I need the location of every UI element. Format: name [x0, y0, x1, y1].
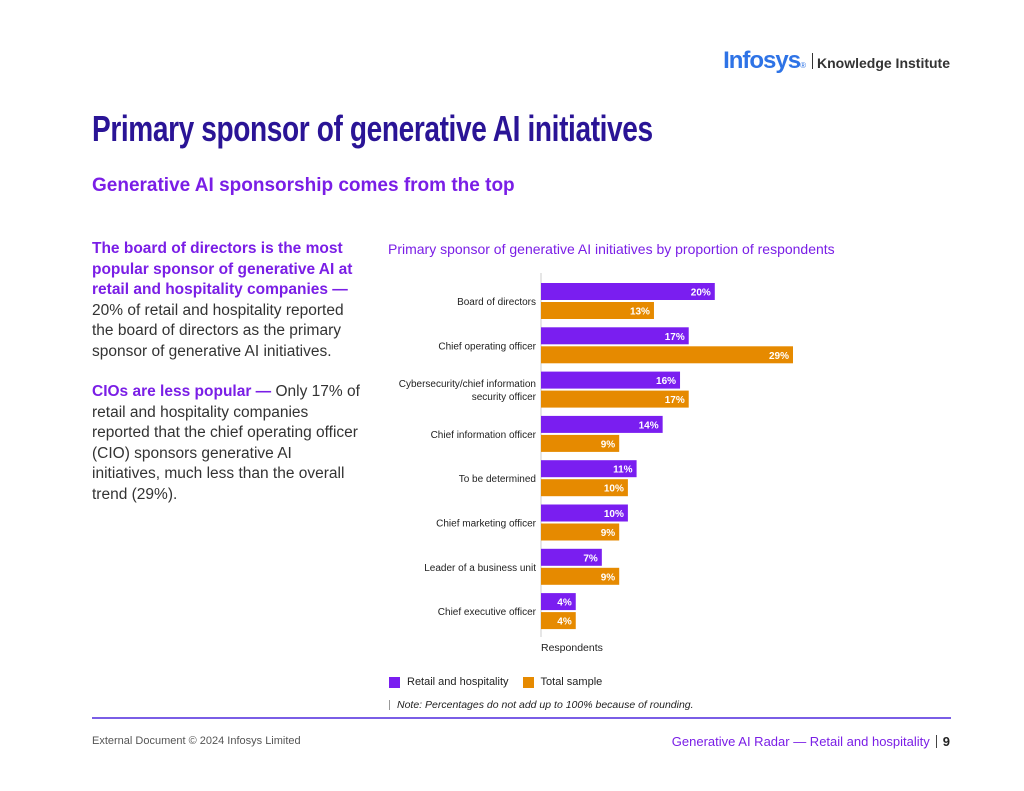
category-label-chief-operating-officer: Chief operating officer [438, 341, 536, 352]
bar-chart: 20% 13% Board of directors 17% 29% Chief oper… [399, 273, 793, 654]
page-title: Primary sponsor of generative AI initiat… [92, 108, 653, 149]
data-label-retail-to-be-determined: 11% [613, 465, 633, 476]
chart-title: Primary sponsor of generative AI initiat… [388, 241, 835, 257]
footer-report: Generative AI Radar — Retail and hospita… [672, 734, 950, 749]
paragraph-cio: CIOs are less popular — Only 17% of reta… [92, 382, 362, 505]
data-label-total-chief-operating-officer: 29% [769, 351, 789, 362]
category-label-leader-of-a-business-unit: Leader of a business unit [424, 563, 536, 574]
bar-retail-to-be-determined [541, 460, 637, 478]
footer-copyright: External Document © 2024 Infosys Limited [92, 735, 301, 747]
data-label-retail-cybersecurity-chief-information-security-officer: 16% [656, 376, 676, 387]
data-label-retail-board-of-directors: 20% [691, 288, 711, 299]
data-label-retail-chief-marketing-officer: 10% [604, 509, 624, 520]
category-label-line: Board of directors [457, 297, 536, 308]
page-number: 9 [942, 734, 950, 749]
category-label-line: Cybersecurity/chief information [399, 379, 536, 390]
paragraph-cio-highlight: CIOs are less popular — [92, 383, 272, 400]
bar-total-cybersecurity-chief-information-security-officer [541, 390, 689, 408]
data-label-retail-chief-information-officer: 14% [639, 420, 659, 431]
legend-label-retail: Retail and hospitality [407, 676, 509, 688]
bar-retail-chief-operating-officer [541, 327, 689, 345]
category-label-chief-marketing-officer: Chief marketing officer [436, 519, 537, 530]
bar-total-chief-operating-officer [541, 346, 793, 364]
data-label-retail-leader-of-a-business-unit: 7% [583, 553, 598, 564]
data-label-total-chief-information-officer: 9% [601, 439, 616, 450]
category-label-chief-information-officer: Chief information officer [431, 430, 537, 441]
paragraph-board-highlight: The board of directors is the most popul… [92, 240, 353, 298]
bar-retail-board-of-directors [541, 283, 715, 300]
data-label-retail-chief-executive-officer: 4% [557, 598, 572, 609]
legend-swatch-retail [389, 676, 400, 688]
data-label-total-leader-of-a-business-unit: 9% [601, 572, 616, 583]
logo-registered-mark: ® [800, 61, 806, 70]
category-label-board-of-directors: Board of directors [457, 297, 536, 308]
category-label-line: security officer [472, 392, 537, 403]
chart-note: Note: Percentages do not add up to 100% … [389, 699, 694, 711]
data-label-total-to-be-determined: 10% [604, 484, 624, 495]
category-label-to-be-determined: To be determined [459, 474, 536, 485]
legend-label-total: Total sample [540, 676, 603, 688]
bar-total-chief-information-officer [541, 434, 620, 452]
legend-item-total: Total sample [522, 676, 603, 688]
bar-retail-chief-marketing-officer [541, 504, 628, 522]
bar-total-chief-marketing-officer [541, 523, 620, 541]
data-label-total-chief-executive-officer: 4% [557, 617, 572, 628]
footer-divider [92, 717, 951, 719]
bar-retail-cybersecurity-chief-information-security-officer [541, 371, 681, 389]
bar-retail-chief-information-officer [541, 415, 663, 433]
legend-item-retail: Retail and hospitality [389, 676, 509, 688]
paragraph-cio-text: Only 17% of retail and hospitality compa… [92, 383, 360, 503]
note-text: Note: Percentages do not add up to 100% … [397, 699, 694, 711]
logo-subtitle: Knowledge Institute [817, 55, 950, 71]
x-axis-label: Respondents [541, 642, 603, 654]
category-label-line: To be determined [459, 474, 536, 485]
body-text: The board of directors is the most popul… [92, 239, 362, 525]
category-label-line: Chief operating officer [438, 341, 536, 352]
bar-total-board-of-directors [541, 302, 654, 319]
data-label-total-cybersecurity-chief-information-security-officer: 17% [665, 395, 685, 406]
chart-legend: Retail and hospitality Total sample [389, 676, 616, 688]
logo-divider [812, 53, 813, 69]
bar-total-to-be-determined [541, 479, 628, 497]
category-label-line: Chief information officer [431, 430, 537, 441]
bar-total-chief-executive-officer [541, 612, 576, 630]
category-label-cybersecurity-chief-information-security-officer: Cybersecurity/chief information security … [399, 379, 537, 403]
category-label-line: Leader of a business unit [424, 563, 536, 574]
legend-swatch-total [522, 676, 534, 688]
data-label-total-chief-marketing-officer: 9% [601, 528, 616, 539]
footer-separator [935, 735, 937, 748]
bar-retail-leader-of-a-business-unit [541, 548, 602, 566]
bar-retail-chief-executive-officer [541, 593, 576, 611]
footer-report-title: Generative AI Radar — Retail and hospita… [671, 734, 930, 749]
data-label-retail-chief-operating-officer: 17% [665, 332, 685, 343]
category-label-line: Chief executive officer [438, 607, 537, 618]
note-marker [389, 700, 390, 710]
paragraph-board: The board of directors is the most popul… [92, 239, 362, 362]
infosys-logo: Infosys ® Knowledge Institute [723, 47, 950, 75]
bar-total-leader-of-a-business-unit [541, 567, 620, 585]
data-label-total-board-of-directors: 13% [630, 307, 650, 318]
category-label-chief-executive-officer: Chief executive officer [438, 607, 537, 618]
page-subtitle: Generative AI sponsorship comes from the… [92, 175, 515, 196]
category-label-line: Chief marketing officer [436, 519, 537, 530]
paragraph-board-text: 20% of retail and hospitality reported t… [92, 301, 344, 360]
logo-brand: Infosys [723, 47, 801, 74]
